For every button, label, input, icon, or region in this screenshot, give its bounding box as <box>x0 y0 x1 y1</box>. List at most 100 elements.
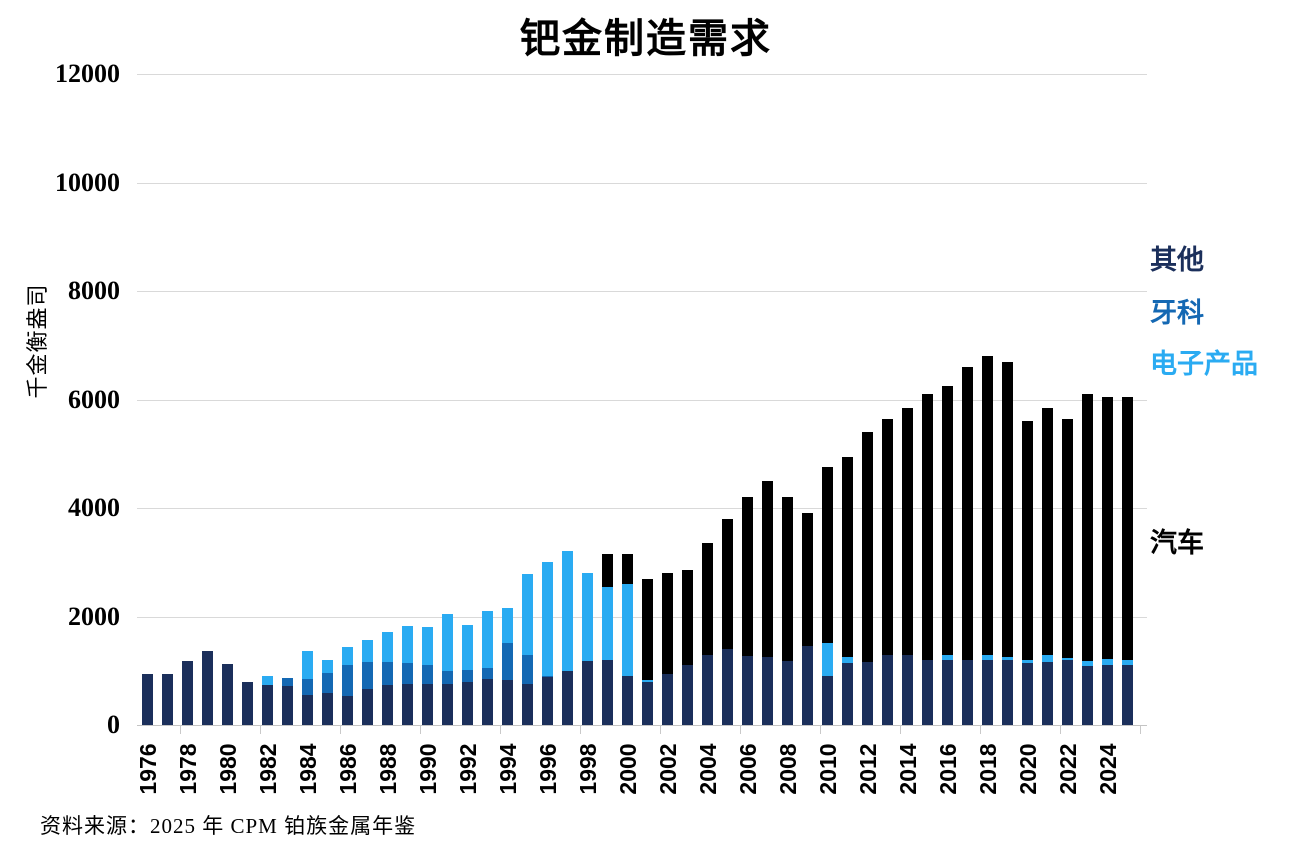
x-tick-label-2018: 2018 <box>974 743 1001 795</box>
bar-segment-2009-其他 <box>802 646 813 725</box>
bar-segment-2019-汽车 <box>1002 361 1013 725</box>
bar-segment-2022-汽车 <box>1062 418 1073 725</box>
bar-segment-2018-其他 <box>982 659 993 725</box>
gridline-4000 <box>137 508 1147 509</box>
x-tick-label-2024: 2024 <box>1094 743 1121 795</box>
bar-segment-2012-汽车 <box>862 432 873 725</box>
bar-segment-1991-其他 <box>442 684 453 725</box>
bar-segment-1998-电子产品 <box>582 573 593 725</box>
bar-segment-2025-其他 <box>1122 665 1133 725</box>
x-tick-label-1976: 1976 <box>134 743 161 795</box>
source-note: 资料来源：2025 年 CPM 铂族金属年鉴 <box>40 814 417 838</box>
bar-segment-2013-汽车 <box>882 418 893 725</box>
x-tick-label-2008: 2008 <box>774 743 801 795</box>
x-tick-label-1996: 1996 <box>534 743 561 795</box>
bar-segment-2015-汽车 <box>922 394 933 725</box>
bar-segment-1987-其他 <box>362 689 373 725</box>
bar-segment-1986-牙科 <box>342 664 353 725</box>
bar-segment-2014-汽车 <box>902 407 913 725</box>
x-tick-label-1994: 1994 <box>494 743 521 795</box>
bar-segment-2013-其他 <box>882 654 893 725</box>
legend-label-其他: 其他 <box>1150 245 1204 275</box>
bar-segment-1993-其他 <box>482 678 493 725</box>
bar-segment-1996-其他 <box>542 677 553 725</box>
bar-segment-2020-其他 <box>1022 662 1033 725</box>
bar-segment-1989-其他 <box>402 684 413 725</box>
x-axis-tick <box>980 726 981 734</box>
x-axis-tick <box>740 726 741 734</box>
bar-segment-2007-其他 <box>762 657 773 725</box>
x-axis-tick <box>1140 726 1141 734</box>
legend-label-汽车: 汽车 <box>1150 528 1204 558</box>
x-tick-label-2012: 2012 <box>854 743 881 795</box>
x-tick-label-2020: 2020 <box>1014 743 1041 795</box>
bar-segment-1984-其他 <box>302 694 313 725</box>
bar-segment-2018-汽车 <box>982 356 993 725</box>
bar-segment-2009-汽车 <box>802 513 813 725</box>
bar-segment-2006-汽车 <box>742 497 753 725</box>
y-tick-label-2000: 2000 <box>68 601 120 631</box>
chart-title: 钯金制造需求 <box>520 16 772 61</box>
bar-segment-2000-电子产品 <box>622 584 633 726</box>
x-tick-label-2006: 2006 <box>734 743 761 795</box>
x-tick-label-1990: 1990 <box>414 743 441 795</box>
x-tick-label-1980: 1980 <box>214 743 241 795</box>
bar-segment-1992-其他 <box>462 681 473 725</box>
bar-segment-2003-汽车 <box>682 570 693 725</box>
bar-segment-2000-其他 <box>622 676 633 725</box>
x-tick-label-1984: 1984 <box>294 743 321 795</box>
bar-segment-1988-其他 <box>382 685 393 725</box>
bar-segment-2010-汽车 <box>822 467 833 725</box>
bar-segment-2012-其他 <box>862 661 873 725</box>
bar-segment-1998-其他 <box>582 661 593 725</box>
x-axis-tick <box>580 726 581 734</box>
bar-segment-2021-汽车 <box>1042 407 1053 725</box>
bar-segment-2002-其他 <box>662 673 673 725</box>
bar-segment-1999-电子产品 <box>602 586 613 725</box>
x-tick-label-2014: 2014 <box>894 743 921 795</box>
bar-segment-1994-其他 <box>502 680 513 725</box>
x-tick-label-2002: 2002 <box>654 743 681 795</box>
bar-segment-2025-汽车 <box>1122 396 1133 725</box>
x-tick-label-1982: 1982 <box>254 743 281 795</box>
x-tick-label-1988: 1988 <box>374 743 401 795</box>
bar-segment-2005-其他 <box>722 649 733 725</box>
bar-segment-2015-其他 <box>922 659 933 725</box>
bar-segment-2011-其他 <box>842 662 853 725</box>
bar-segment-2001-其他 <box>642 681 653 725</box>
bar-segment-1983-其他 <box>282 685 293 725</box>
x-axis-tick <box>340 726 341 734</box>
bar-segment-1976-其他 <box>142 673 153 725</box>
bar-segment-2017-其他 <box>962 659 973 725</box>
gridline-0 <box>137 725 1147 726</box>
x-tick-label-2016: 2016 <box>934 743 961 795</box>
bar-segment-2001-汽车 <box>642 578 653 725</box>
x-axis-tick <box>820 726 821 734</box>
y-tick-label-6000: 6000 <box>68 384 120 414</box>
x-axis-tick <box>900 726 901 734</box>
bar-segment-2021-其他 <box>1042 661 1053 725</box>
bar-segment-2023-其他 <box>1082 665 1093 725</box>
bar-segment-1980-其他 <box>222 664 233 725</box>
y-tick-label-4000: 4000 <box>68 493 120 522</box>
bar-segment-2023-汽车 <box>1082 394 1093 725</box>
bar-segment-2010-其他 <box>822 676 833 725</box>
x-axis-tick <box>1060 726 1061 734</box>
bar-segment-2020-汽车 <box>1022 421 1033 725</box>
gridline-12000 <box>137 74 1147 75</box>
bar-segment-2017-汽车 <box>962 366 973 725</box>
x-tick-label-2010: 2010 <box>814 743 841 795</box>
x-axis-tick <box>420 726 421 734</box>
bar-segment-2019-其他 <box>1002 659 1013 725</box>
bar-segment-2004-汽车 <box>702 543 713 725</box>
bar-segment-1985-其他 <box>322 692 333 725</box>
x-axis-tick <box>260 726 261 734</box>
bar-segment-2022-其他 <box>1062 659 1073 725</box>
y-tick-label-0: 0 <box>107 710 120 739</box>
bar-segment-2003-其他 <box>682 665 693 725</box>
y-tick-label-10000: 10000 <box>55 167 120 197</box>
bar-segment-1977-其他 <box>162 673 173 725</box>
bar-segment-1991-电子产品 <box>442 614 453 725</box>
x-axis-tick <box>180 726 181 734</box>
